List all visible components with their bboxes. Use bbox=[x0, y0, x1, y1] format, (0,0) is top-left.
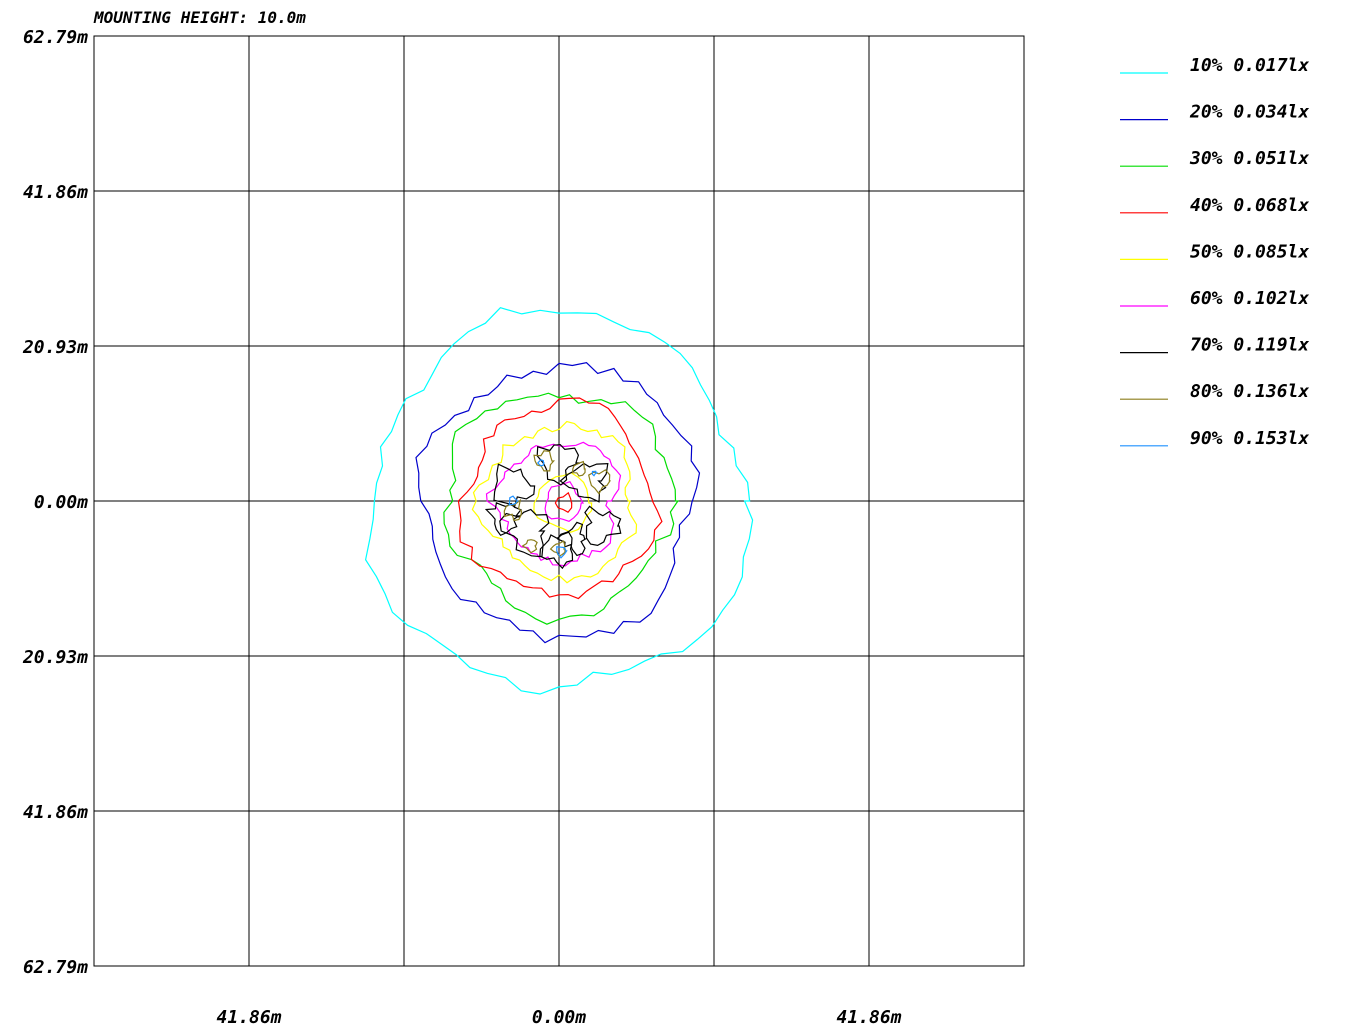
x-tick-labels: 41.86m 0.00m 41.86m bbox=[216, 1007, 901, 1028]
contour-50pct bbox=[471, 420, 638, 584]
contour-70pct bbox=[499, 508, 550, 558]
contour-90pct bbox=[508, 495, 519, 506]
legend-label: 60% 0.102lx bbox=[1190, 288, 1309, 309]
contour-40pct-inner bbox=[554, 491, 573, 513]
contour-80pct bbox=[521, 539, 538, 554]
legend-label: 40% 0.068lx bbox=[1190, 195, 1309, 216]
legend-label: 10% 0.017lx bbox=[1190, 55, 1309, 76]
contour-80pct bbox=[533, 450, 556, 472]
contour-70pct bbox=[539, 531, 574, 570]
legend: 10% 0.017lx 20% 0.034lx 30% 0.051lx 40% 0.0… bbox=[1120, 55, 1309, 449]
x-tick-label: 41.86m bbox=[216, 1007, 281, 1028]
y-tick-label: 0.00m bbox=[34, 492, 88, 513]
y-tick-labels: 62.79m 41.86m 20.93m 0.00m 20.93m 41.86m 62.79… bbox=[22, 27, 88, 978]
contour-80pct bbox=[549, 540, 566, 558]
contour-lines bbox=[364, 307, 754, 695]
contour-10pct bbox=[364, 307, 754, 695]
legend-label: 90% 0.153lx bbox=[1190, 428, 1309, 449]
legend-label: 50% 0.085lx bbox=[1190, 241, 1309, 262]
legend-label: 70% 0.119lx bbox=[1190, 335, 1309, 356]
chart-grid bbox=[93, 35, 1025, 967]
contour-90pct bbox=[591, 470, 599, 477]
contour-20pct bbox=[415, 362, 701, 644]
y-tick-label: 20.93m bbox=[22, 647, 88, 668]
contour-30pct bbox=[443, 392, 680, 625]
legend-label: 20% 0.034lx bbox=[1189, 102, 1309, 123]
y-tick-label: 20.93m bbox=[22, 337, 88, 358]
contour-80pct bbox=[588, 469, 612, 495]
y-tick-label: 62.79m bbox=[23, 957, 88, 978]
contour-70pct bbox=[484, 501, 522, 537]
x-tick-label: 0.00m bbox=[532, 1007, 586, 1028]
contour-80pct bbox=[503, 498, 523, 522]
contour-70pct bbox=[493, 463, 536, 508]
contour-50pct-inner bbox=[533, 472, 593, 533]
contour-60pct bbox=[485, 441, 622, 567]
contour-70pct bbox=[559, 462, 609, 503]
contour-80pct bbox=[571, 460, 586, 477]
y-tick-label: 41.86m bbox=[23, 182, 88, 203]
contour-90pct bbox=[556, 546, 568, 559]
contour-90pct bbox=[536, 459, 545, 467]
contour-40pct bbox=[457, 397, 663, 600]
contour-70pct bbox=[556, 521, 588, 557]
contour-70pct bbox=[584, 505, 622, 547]
y-tick-label: 41.86m bbox=[23, 802, 88, 823]
legend-label: 80% 0.136lx bbox=[1190, 381, 1309, 402]
chart-title: MOUNTING HEIGHT: 10.0m bbox=[93, 8, 306, 27]
y-tick-label: 62.79m bbox=[23, 27, 88, 48]
contour-60pct-inner bbox=[544, 480, 585, 522]
x-tick-label: 41.86m bbox=[836, 1007, 901, 1028]
contour-70pct bbox=[536, 443, 580, 486]
legend-label: 30% 0.051lx bbox=[1189, 148, 1309, 169]
